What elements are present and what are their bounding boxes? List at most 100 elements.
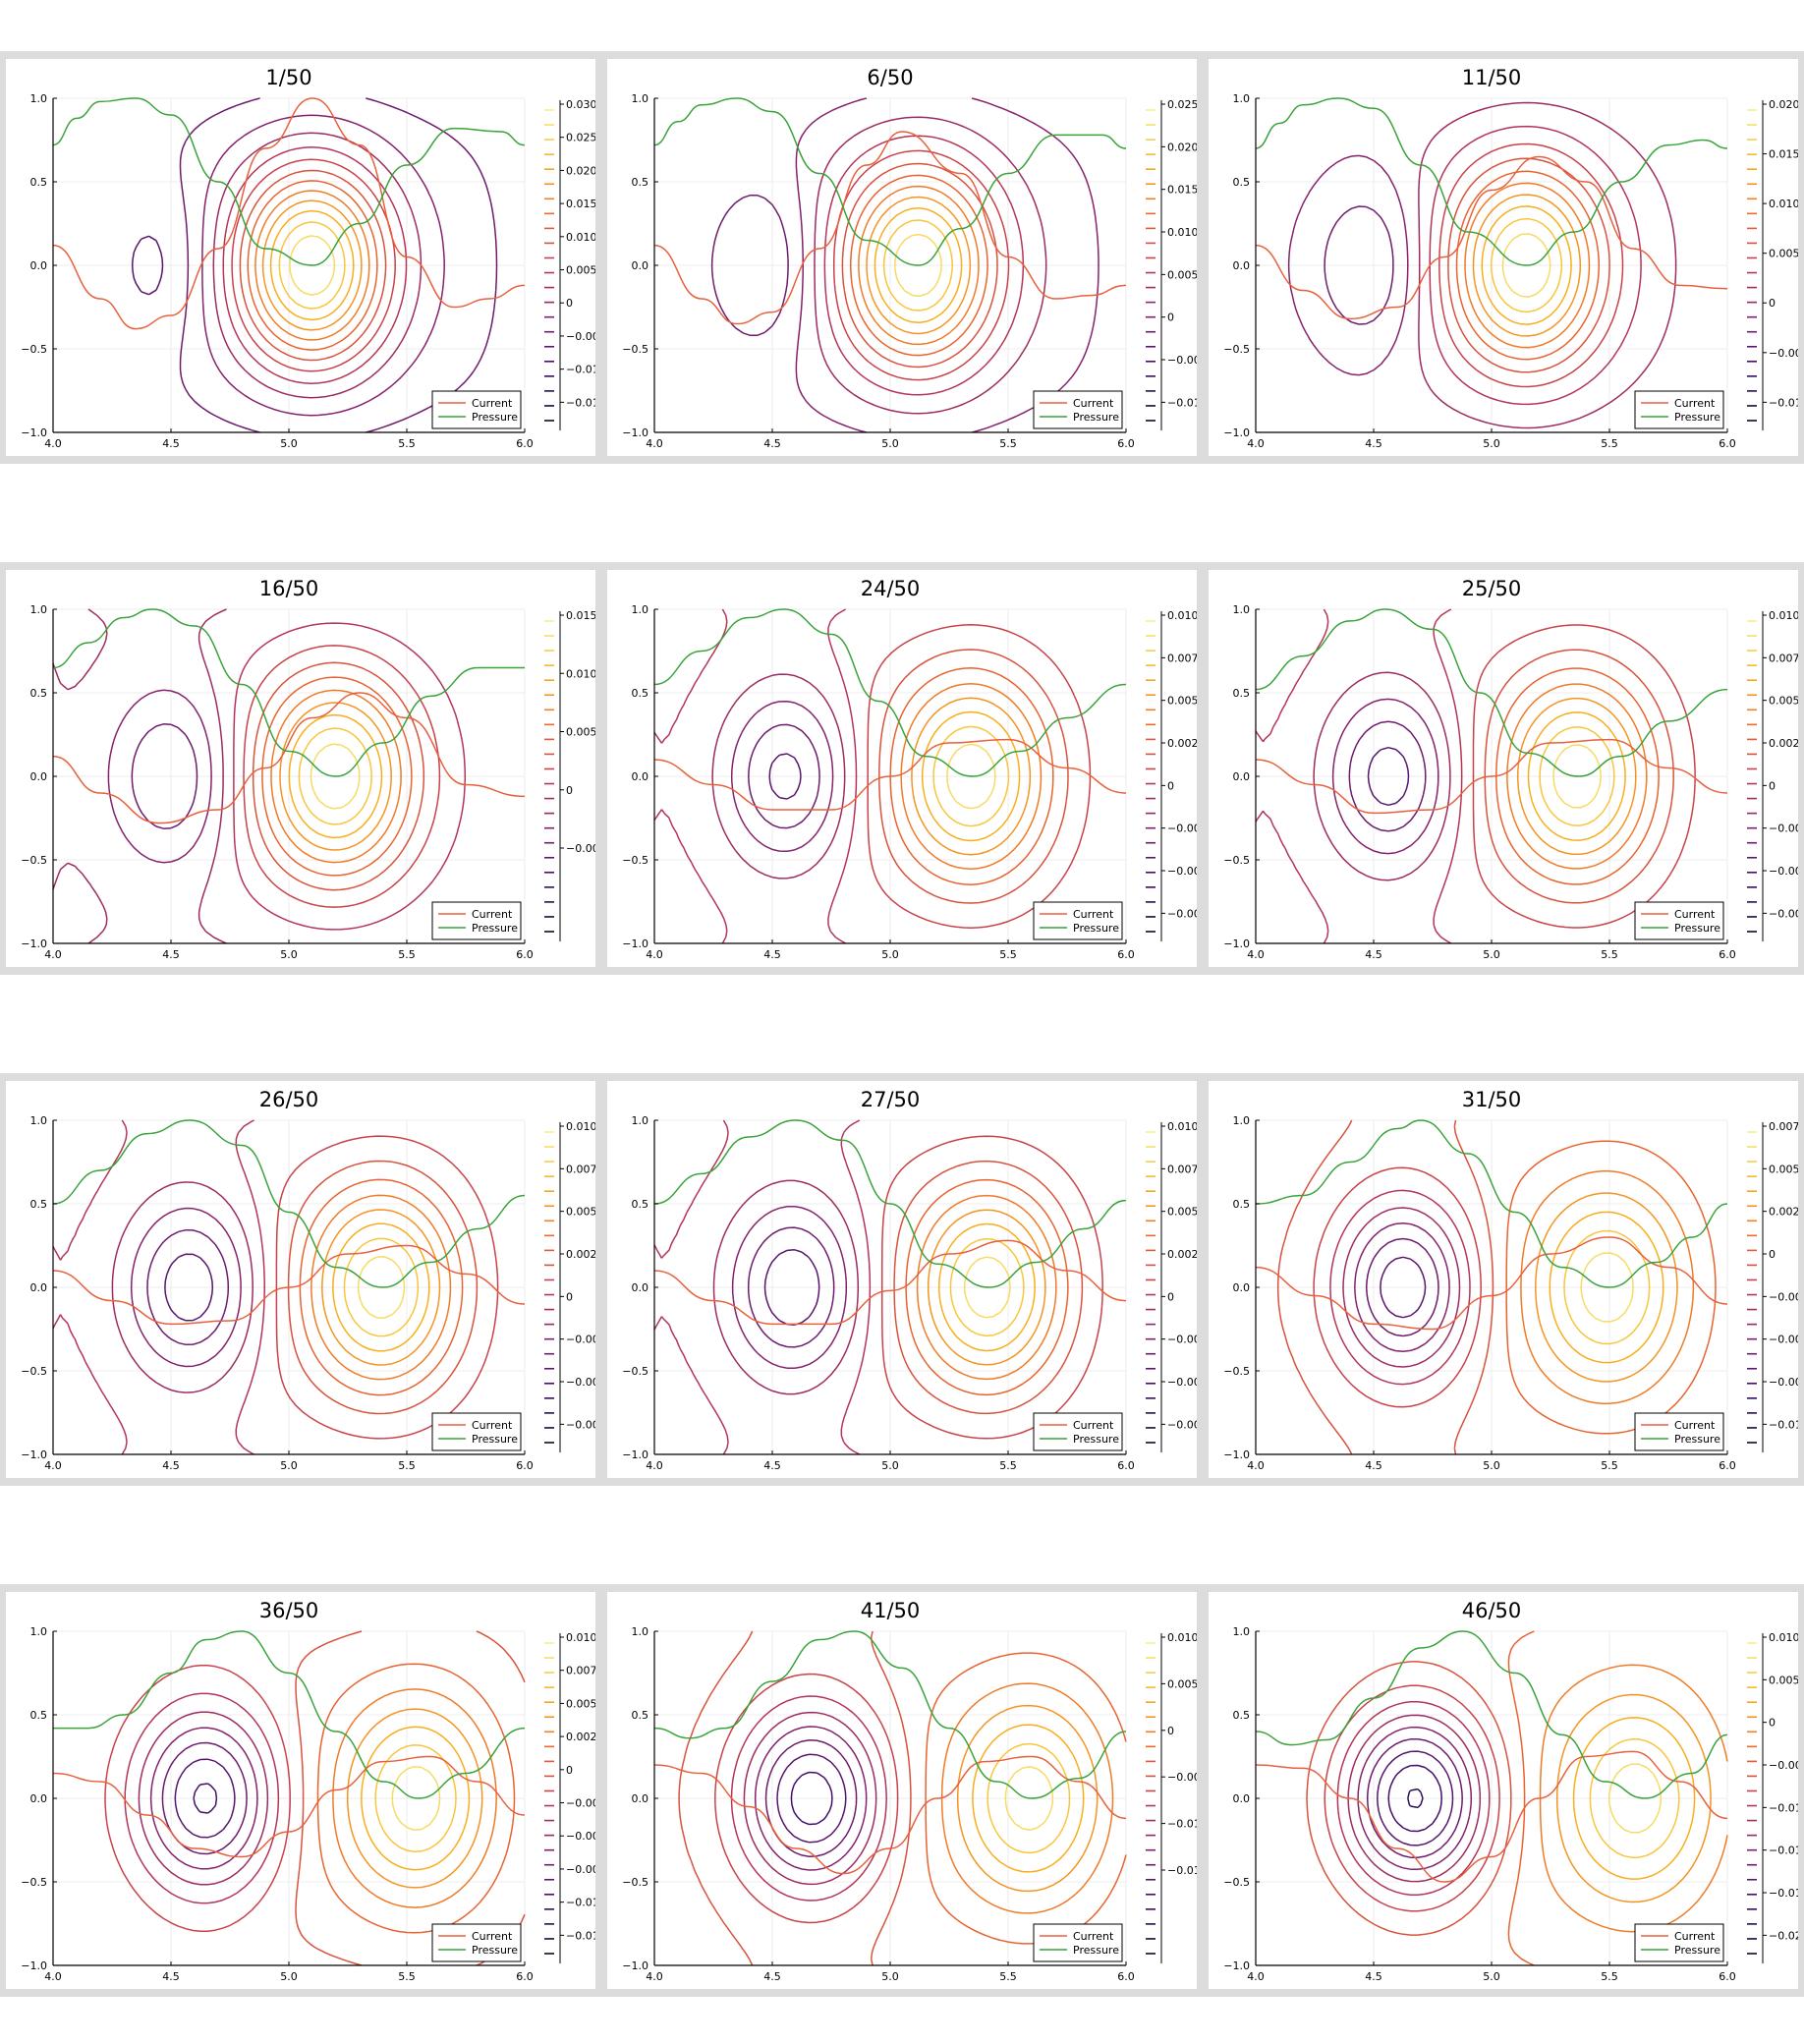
y-tick-label: −1.0 [1223, 937, 1250, 950]
chart-title: 1/50 [265, 66, 311, 89]
contour-level [1552, 744, 1602, 809]
y-tick-label: 0.5 [30, 687, 48, 700]
legend-label: Pressure [1073, 1944, 1119, 1957]
contour-level [790, 1771, 833, 1826]
legend-label: Pressure [1073, 1433, 1119, 1446]
colorbar-tick-label: 0.005 [566, 1206, 595, 1219]
contour-level [131, 235, 164, 296]
legend-label: Pressure [1073, 411, 1119, 424]
contour-level [247, 180, 378, 351]
colorbar-tick-label: −0.01 [566, 1929, 595, 1942]
x-tick-label: 5.5 [999, 1459, 1017, 1472]
y-tick-label: 1.0 [30, 1625, 48, 1638]
contour-level [107, 689, 212, 864]
legend-box [1033, 390, 1123, 429]
contour-level [222, 146, 408, 384]
colorbar-tick-label: −0.01 [566, 1897, 595, 1909]
y-tick-label: −0.5 [21, 343, 47, 356]
contour-field [1255, 608, 1696, 944]
legend-label: Current [1674, 397, 1716, 410]
contour-level [299, 1178, 464, 1396]
contour-level [179, 97, 498, 433]
y-tick-label: 0.5 [632, 176, 649, 189]
colorbar-tick-label: −0.00 [1167, 1771, 1197, 1784]
series-line-pressure [1255, 1119, 1728, 1288]
x-tick-label: 6.0 [1117, 1970, 1135, 1983]
y-tick-label: −0.5 [21, 1876, 47, 1889]
chart-panel: 24/50 4.0 4.5 5.0 5.5 6.0 1.0 0.5 0.0 −0.5 −1.0 0.0… [607, 570, 1197, 967]
colorbar-tick-label: 0 [1769, 1248, 1776, 1261]
legend-box [1033, 1412, 1123, 1451]
series-line-pressure [53, 1630, 526, 1799]
colorbar-tick-label: 0.010 [566, 1631, 595, 1644]
series-line-pressure [52, 608, 525, 777]
contour-level [1313, 1166, 1482, 1408]
x-tick-label: 5.5 [398, 1970, 416, 1983]
colorbar-tick-label: 0.025 [1167, 98, 1197, 111]
colorbar-tick-label: 0.002 [566, 1248, 595, 1261]
legend-label: Pressure [1674, 1944, 1720, 1957]
contour-level [1549, 1211, 1664, 1364]
colorbar-tick-label: 0 [1769, 297, 1776, 310]
legend-label: Current [472, 1419, 513, 1432]
contour-level [332, 1688, 497, 1908]
x-tick-label: 4.5 [763, 1459, 781, 1472]
contour-level [316, 1663, 516, 1934]
x-tick-label: 4.5 [162, 948, 180, 961]
contour-level [1507, 1630, 1535, 1966]
y-tick-label: 0.0 [1233, 259, 1251, 272]
contour-level [1313, 671, 1451, 881]
series-line-pressure [1255, 608, 1728, 777]
chart-title: 6/50 [867, 66, 913, 89]
x-tick-label: 6.0 [516, 1459, 534, 1472]
colorbar-tick-label: −0.00 [1769, 1290, 1798, 1303]
contour-level [768, 753, 802, 800]
colorbar-tick-label: 0.005 [1769, 695, 1798, 708]
legend-label: Pressure [1073, 922, 1119, 935]
series-line-current [653, 738, 1127, 811]
contour-level [1472, 624, 1696, 929]
contour-level [841, 162, 998, 369]
contour-level [231, 158, 396, 372]
colorbar-tick-label: 0.010 [566, 1120, 595, 1133]
contour-level [1505, 1140, 1717, 1435]
contour-level [878, 649, 1069, 904]
contour-level [1287, 154, 1409, 376]
colorbar-tick-label: −0.00 [566, 1334, 595, 1346]
contour-level [131, 723, 198, 829]
contour-level [1555, 1693, 1712, 1903]
x-tick-label: 5.0 [1483, 437, 1500, 450]
contour-level [124, 1692, 280, 1904]
contour-level [754, 1726, 868, 1871]
y-tick-label: 0.5 [30, 176, 48, 189]
contour-level [1516, 697, 1637, 856]
contour-level [956, 1704, 1099, 1893]
colorbar-tick-label: −0.00 [566, 1863, 595, 1876]
contour-level [889, 667, 1054, 885]
series-line-pressure [52, 97, 526, 266]
colorbar-tick-label: −0.00 [1167, 354, 1197, 367]
series-line-current [52, 1755, 526, 1858]
contour-level [1484, 649, 1674, 904]
legend-label: Current [1674, 1419, 1716, 1432]
y-tick-label: 0.0 [1233, 1281, 1251, 1294]
contour-level [1429, 125, 1642, 406]
y-tick-label: −1.0 [622, 1448, 648, 1461]
x-tick-label: 5.5 [1601, 437, 1618, 450]
colorbar-tick-label: 0.030 [566, 98, 595, 111]
x-tick-label: 4.0 [44, 948, 62, 961]
colorbar-tick-label: −0.01 [1769, 1845, 1798, 1857]
colorbar-tick-label: −0.00 [1167, 1334, 1197, 1346]
y-tick-label: 0.0 [632, 259, 649, 272]
contour-field [52, 608, 467, 944]
colorbar-tick-label: −0.01 [566, 364, 595, 376]
series-line-pressure [653, 608, 1127, 777]
series-line-pressure [653, 1630, 1127, 1799]
legend-box [1634, 390, 1724, 429]
contour-field [1287, 101, 1677, 429]
contour-level [287, 1160, 479, 1415]
colorbar-tick-label: −0.00 [566, 1797, 595, 1810]
